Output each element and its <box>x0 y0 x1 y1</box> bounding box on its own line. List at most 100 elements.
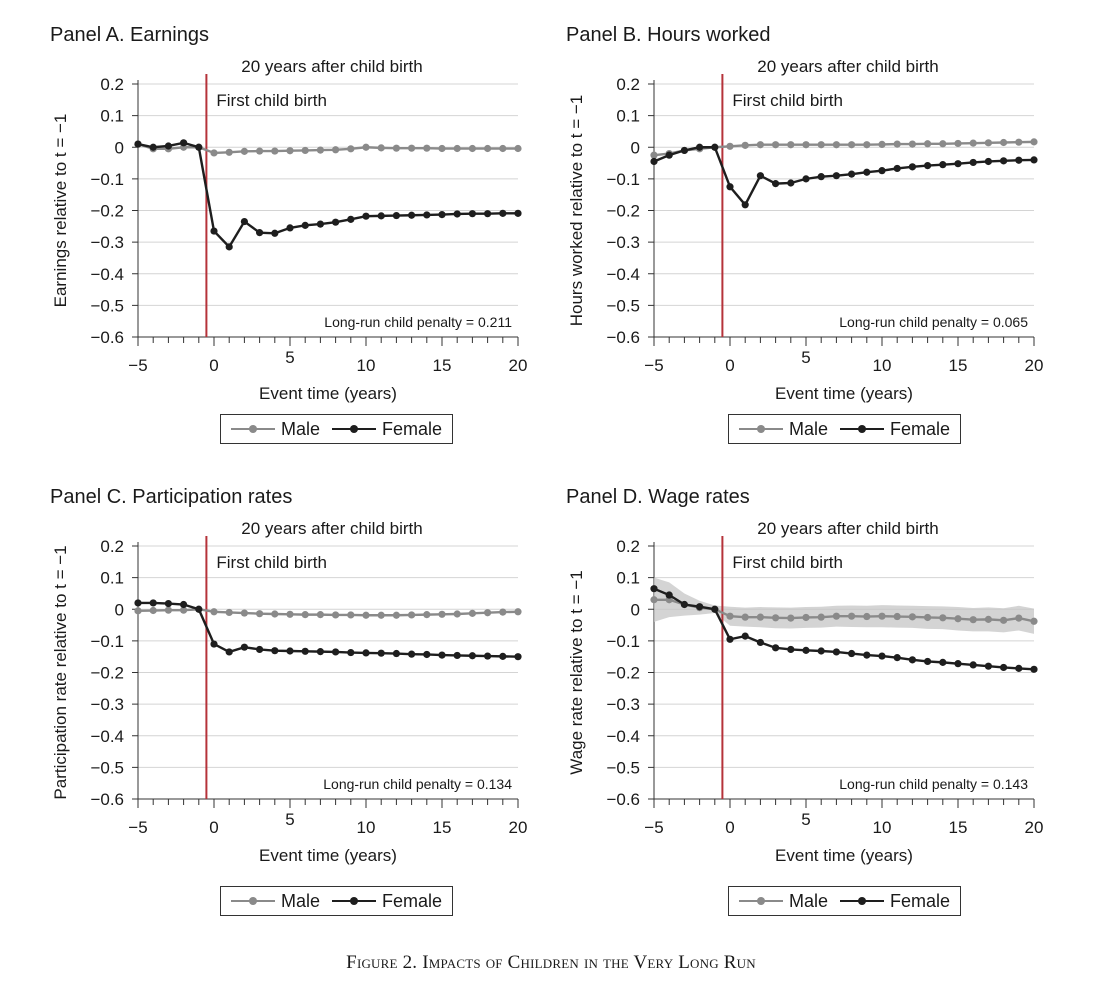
x-tick-label: 15 <box>949 356 968 375</box>
point-male <box>1000 138 1008 147</box>
point-female <box>134 599 142 607</box>
point-female <box>240 217 248 226</box>
point-female <box>848 170 856 178</box>
y-tick-label: −0.5 <box>606 296 640 315</box>
point-female <box>832 648 840 656</box>
point-male <box>939 140 947 148</box>
x-tick-label: 10 <box>357 356 376 375</box>
point-female <box>878 652 886 660</box>
point-female <box>1030 156 1038 164</box>
point-male <box>772 614 780 622</box>
y-tick-label: −0.6 <box>606 328 640 347</box>
chart-subtitle: 20 years after child birth <box>241 57 422 76</box>
point-female <box>453 210 461 218</box>
point-male <box>741 141 749 149</box>
point-female <box>772 180 780 188</box>
x-tick-label: −5 <box>128 818 147 837</box>
legend-swatch-female <box>840 423 885 435</box>
point-male <box>392 611 400 619</box>
point-male <box>1000 616 1008 624</box>
event-label: First child birth <box>732 91 843 110</box>
panel-d: Panel D. Wage rates 0.2 0.1 0 −0.1 −0.2 −0.3 −… <box>566 486 1102 946</box>
point-male <box>316 611 324 619</box>
point-male <box>149 606 157 615</box>
x-tick-label: 15 <box>949 818 968 837</box>
legend-item-male: Male <box>739 891 828 912</box>
penalty-annotation: Long-run child penalty = 0.134 <box>323 776 512 792</box>
point-male <box>726 142 734 150</box>
point-female <box>650 157 658 166</box>
point-female <box>332 648 340 656</box>
point-male <box>848 612 856 620</box>
y-tick-label: −0.6 <box>90 328 124 347</box>
point-female <box>680 600 688 609</box>
legend-dot-female <box>350 897 359 905</box>
point-female <box>438 651 446 659</box>
legend-dot-female <box>858 425 867 433</box>
y-tick-label: 0 <box>115 600 124 619</box>
point-female <box>362 212 370 220</box>
figure-caption: Figure 2. Impacts of Children in the Ver… <box>346 952 756 973</box>
panel-title: Panel D. Wage rates <box>566 486 750 508</box>
point-female <box>878 167 886 175</box>
point-male <box>878 140 886 149</box>
point-female <box>408 650 416 658</box>
y-tick-label: −0.1 <box>606 170 640 189</box>
series-line-male <box>137 608 519 617</box>
legend-swatch-male <box>739 423 783 435</box>
legend-label-male: Male <box>789 418 829 439</box>
point-male <box>1030 617 1038 625</box>
penalty-annotation: Long-run child penalty = 0.211 <box>324 314 512 330</box>
point-female <box>499 209 507 217</box>
point-female <box>195 605 203 613</box>
point-female <box>423 211 431 219</box>
legend-dot-female <box>350 425 359 433</box>
point-male <box>756 141 764 149</box>
point-female <box>514 209 522 217</box>
point-male <box>423 144 431 152</box>
legend-item-female: Female <box>332 419 442 440</box>
point-male <box>984 615 992 623</box>
point-female <box>332 218 340 226</box>
point-male <box>332 146 340 154</box>
point-male <box>939 614 947 622</box>
event-label: First child birth <box>216 91 327 110</box>
y-tick-label: −0.1 <box>606 632 640 651</box>
point-female <box>939 658 947 666</box>
point-female <box>802 646 810 654</box>
point-male <box>377 144 385 152</box>
point-female <box>969 661 977 669</box>
point-male <box>802 613 810 622</box>
chart-wage-rates: 0.2 0.1 0 −0.1 −0.2 −0.3 −0.4 −0.5 −0.6−5 0 5 10 15 2… <box>567 519 1044 865</box>
penalty-annotation: Long-run child penalty = 0.065 <box>839 314 1028 330</box>
point-male <box>924 140 932 148</box>
legend-label-female: Female <box>382 418 443 439</box>
legend-item-male: Male <box>231 891 320 912</box>
panel-b: Panel B. Hours worked 0.2 0.1 0 −0.1 −0.2 −0.… <box>566 24 1102 484</box>
series-line-female <box>138 601 519 658</box>
y-tick-label: −0.2 <box>90 664 124 683</box>
point-female <box>863 168 871 176</box>
point-male <box>514 144 522 153</box>
point-female <box>893 164 901 173</box>
x-tick-label: 10 <box>873 818 892 837</box>
point-male <box>286 147 294 155</box>
point-female <box>696 603 704 611</box>
point-female <box>225 648 233 656</box>
legend-item-female: Female <box>840 891 950 912</box>
x-tick-label: 5 <box>285 810 294 829</box>
point-male <box>924 613 932 622</box>
point-female <box>696 143 704 151</box>
point-female <box>787 645 795 654</box>
y-tick-label: −0.4 <box>90 727 124 746</box>
point-male <box>240 609 248 617</box>
chart-subtitle: 20 years after child birth <box>757 519 938 538</box>
panel-a: Panel A. Earnings 0.2 0.1 0 −0.1 −0.2 −0.3 −0.… <box>50 24 590 484</box>
y-tick-label: −0.5 <box>606 758 640 777</box>
x-tick-label: 0 <box>209 818 218 837</box>
legend-label-female: Female <box>382 890 443 911</box>
point-female <box>726 635 734 643</box>
x-tick-label: 5 <box>801 348 810 367</box>
x-tick-label: 20 <box>1025 818 1044 837</box>
point-female <box>984 662 992 670</box>
